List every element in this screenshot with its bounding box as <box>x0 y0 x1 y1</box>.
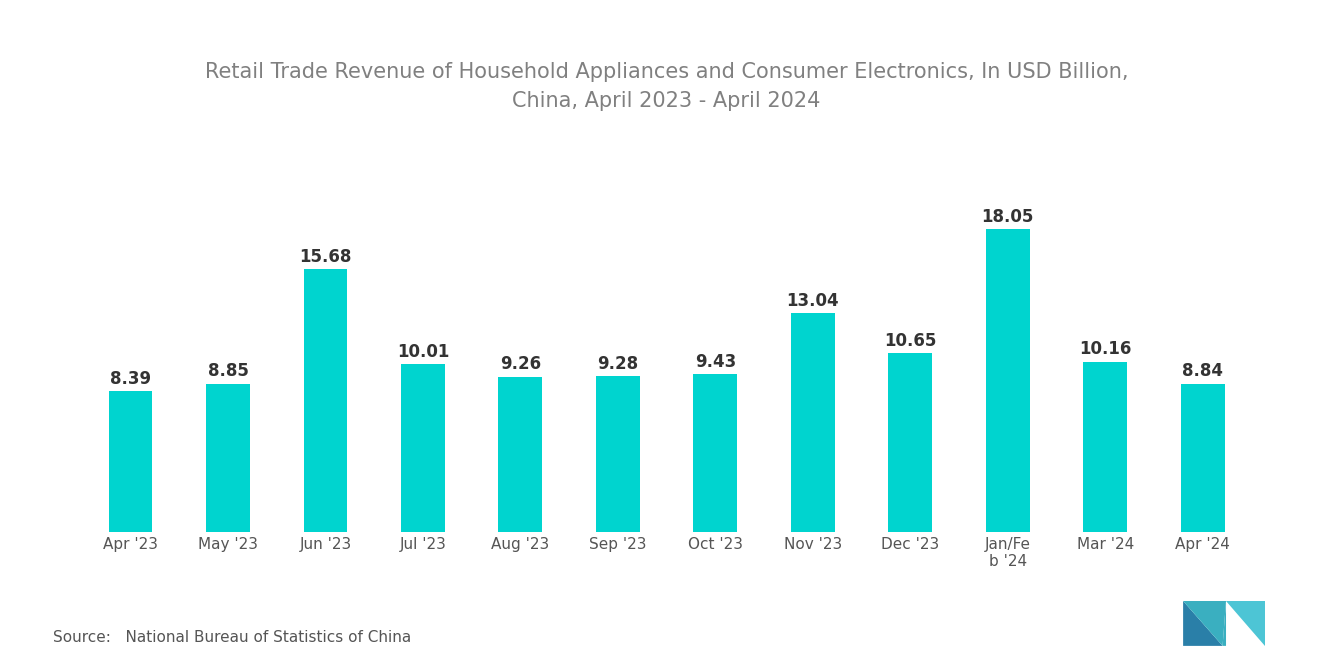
Bar <box>1180 384 1225 532</box>
Bar <box>888 353 932 532</box>
Text: 8.39: 8.39 <box>110 370 150 388</box>
Bar <box>791 313 834 532</box>
Bar <box>206 384 249 532</box>
Text: 10.65: 10.65 <box>884 332 936 350</box>
Text: 15.68: 15.68 <box>300 247 351 266</box>
Bar <box>595 376 640 532</box>
Text: 8.85: 8.85 <box>207 362 248 380</box>
Text: 9.43: 9.43 <box>694 352 737 370</box>
Title: Retail Trade Revenue of Household Appliances and Consumer Electronics, In USD Bi: Retail Trade Revenue of Household Applia… <box>205 62 1129 112</box>
Text: 18.05: 18.05 <box>982 208 1034 226</box>
Text: 8.84: 8.84 <box>1183 362 1224 380</box>
Text: 9.26: 9.26 <box>500 355 541 373</box>
Text: 9.28: 9.28 <box>598 355 639 373</box>
Bar <box>304 269 347 532</box>
Text: Source:   National Bureau of Statistics of China: Source: National Bureau of Statistics of… <box>53 630 411 645</box>
Bar <box>1084 362 1127 532</box>
Bar <box>693 374 738 532</box>
Bar <box>986 229 1030 532</box>
Bar <box>108 391 153 532</box>
Text: 10.16: 10.16 <box>1078 340 1131 358</box>
Bar <box>401 364 445 532</box>
Bar <box>499 376 543 532</box>
Text: 10.01: 10.01 <box>397 342 449 361</box>
Text: 13.04: 13.04 <box>787 292 840 310</box>
